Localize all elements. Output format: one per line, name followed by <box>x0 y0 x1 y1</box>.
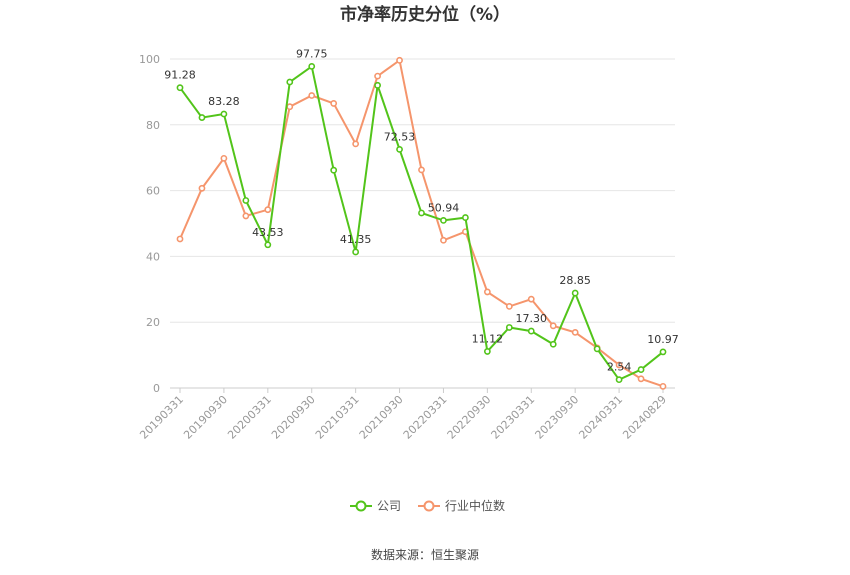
y-tick-label: 80 <box>146 119 160 132</box>
x-tick-label: 20190930 <box>181 393 230 442</box>
data-point[interactable] <box>571 289 579 297</box>
data-point[interactable] <box>220 110 228 118</box>
data-point[interactable] <box>593 345 601 353</box>
data-label: 50.94 <box>428 201 460 214</box>
data-label: 83.28 <box>208 95 240 108</box>
y-tick-label: 40 <box>146 250 160 263</box>
data-point[interactable] <box>505 324 513 331</box>
legend-marker <box>355 500 367 512</box>
legend-label: 行业中位数 <box>445 498 505 513</box>
x-tick-label: 20200930 <box>269 393 318 442</box>
data-point[interactable] <box>220 154 228 162</box>
x-tick-label: 20200331 <box>225 393 274 442</box>
data-point[interactable] <box>505 303 513 310</box>
data-point[interactable] <box>637 375 645 383</box>
x-tick-label: 20230930 <box>533 393 582 442</box>
data-label: 41.35 <box>340 233 372 246</box>
x-tick-label: 20240829 <box>620 393 669 442</box>
y-tick-label: 20 <box>146 316 160 329</box>
data-point[interactable] <box>659 382 667 390</box>
data-point[interactable] <box>264 241 272 249</box>
data-point[interactable] <box>549 340 557 348</box>
series-公司 <box>176 63 667 384</box>
legend-label: 公司 <box>377 499 401 513</box>
data-label: 10.97 <box>647 333 679 346</box>
data-point[interactable] <box>352 140 360 148</box>
data-point[interactable] <box>483 348 491 355</box>
x-tick-label: 20190331 <box>137 393 186 442</box>
data-point[interactable] <box>176 84 184 92</box>
y-tick-label: 0 <box>153 382 160 395</box>
data-point[interactable] <box>198 184 206 192</box>
data-label: 72.53 <box>384 130 416 143</box>
x-tick-label: 20210331 <box>313 393 362 442</box>
data-point[interactable] <box>374 81 381 89</box>
data-point[interactable] <box>462 214 469 221</box>
data-label: 11.12 <box>472 332 504 345</box>
data-label: 17.30 <box>516 312 548 325</box>
data-point[interactable] <box>418 166 425 174</box>
data-point[interactable] <box>527 295 535 303</box>
data-point[interactable] <box>549 322 557 330</box>
data-point[interactable] <box>330 100 338 107</box>
y-tick-label: 100 <box>139 53 160 66</box>
data-label: 2.54 <box>607 361 632 374</box>
grid <box>170 58 675 389</box>
legend-item[interactable]: 行业中位数 <box>418 498 505 513</box>
data-point[interactable] <box>418 209 425 217</box>
data-point[interactable] <box>242 212 250 220</box>
data-point[interactable] <box>637 366 645 373</box>
x-tick-label: 20220930 <box>445 393 494 442</box>
data-label: 91.28 <box>164 69 196 82</box>
data-point[interactable] <box>396 56 403 64</box>
x-tick-label: 20230331 <box>489 393 538 442</box>
legend[interactable]: 公司 行业中位数 <box>350 498 505 513</box>
data-point[interactable] <box>176 235 184 243</box>
legend-item[interactable]: 公司 <box>350 499 401 513</box>
x-axis: 2019033120190930202003312020093020210331… <box>137 388 669 442</box>
data-point[interactable] <box>374 72 381 80</box>
data-label: 28.85 <box>559 274 591 287</box>
data-point[interactable] <box>264 206 272 214</box>
x-tick-label: 20220331 <box>401 393 450 442</box>
data-point[interactable] <box>440 236 447 244</box>
y-tick-label: 60 <box>146 185 160 198</box>
data-point[interactable] <box>527 327 535 335</box>
data-labels: 91.28 83.28 43.53 97.75 41.35 72.53 50.94 11.12… <box>164 47 679 373</box>
data-point[interactable] <box>308 63 316 70</box>
data-point[interactable] <box>286 103 294 111</box>
data-point[interactable] <box>286 78 294 86</box>
data-point[interactable] <box>330 166 338 174</box>
data-point[interactable] <box>615 361 623 369</box>
y-axis-ticks: 0 20 40 60 80 100 <box>139 53 160 395</box>
series-line <box>179 64 664 381</box>
series-line <box>179 58 664 388</box>
chart-title: 市净率历史分位（%） <box>340 4 510 25</box>
data-point[interactable] <box>242 197 250 204</box>
data-point[interactable] <box>396 145 403 153</box>
x-tick-label: 20210930 <box>357 393 406 442</box>
series-layer <box>176 56 667 390</box>
data-point[interactable] <box>198 114 206 121</box>
data-point[interactable] <box>352 248 360 256</box>
data-point[interactable] <box>571 328 579 336</box>
data-point[interactable] <box>440 217 447 224</box>
source-note: 数据来源：恒生聚源 <box>371 547 479 562</box>
data-label: 43.53 <box>252 226 284 239</box>
x-tick-label: 20240331 <box>576 393 625 442</box>
data-point[interactable] <box>659 348 667 356</box>
data-point[interactable] <box>308 92 316 99</box>
data-point[interactable] <box>483 288 491 296</box>
legend-marker <box>423 500 435 512</box>
data-point[interactable] <box>615 376 623 384</box>
data-label: 97.75 <box>296 47 328 60</box>
